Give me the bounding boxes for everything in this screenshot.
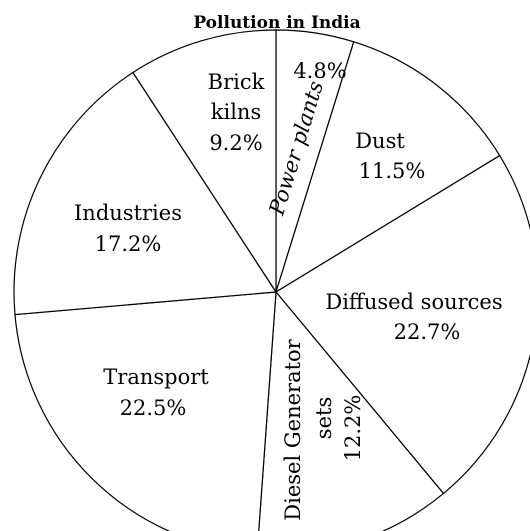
- label-transport: Transport 22.5%: [103, 365, 209, 420]
- slice-label-diffused-sources: Diffused sources: [325, 290, 502, 314]
- slice-value-transport: 22.5%: [120, 396, 187, 420]
- slice-value-dust: 11.5%: [359, 159, 426, 183]
- pie-slice-transport: [14, 291, 277, 531]
- pie-slice-industries: [13, 71, 278, 316]
- slice-value-brick-kilns: 9.2%: [209, 131, 262, 155]
- label-brick-kilns: Brick kilns 9.2%: [208, 70, 265, 155]
- slice-label-transport: Transport: [103, 365, 209, 389]
- pie-slice-brick-kilns: [132, 29, 277, 295]
- pie-slice-diffused-sources: [275, 154, 530, 495]
- slice-value-diesel-generator-sets: 12.2%: [341, 395, 365, 462]
- slice-label-diesel-generator-line1: Diesel Generator: [281, 338, 305, 520]
- slice-label-diesel-generator-line2: sets: [312, 397, 336, 439]
- pie-slice-dust: [274, 41, 501, 294]
- slice-label-brick-kilns-line1: Brick: [208, 70, 265, 94]
- label-diesel-generator-sets: Diesel Generator sets 12.2%: [281, 338, 365, 520]
- pie-slices: [13, 29, 530, 531]
- slice-label-industries: Industries: [74, 201, 182, 225]
- slice-label-dust: Dust: [355, 129, 405, 153]
- pie-slice-diesel-generator-sets: [258, 290, 445, 531]
- slice-value-industries: 17.2%: [95, 232, 162, 256]
- label-industries: Industries 17.2%: [74, 201, 182, 256]
- chart-title: Pollution in India: [193, 13, 360, 33]
- label-dust: Dust 11.5%: [355, 129, 425, 183]
- slice-value-power-plants: 4.8%: [293, 59, 346, 83]
- slice-label-brick-kilns-line2: kilns: [211, 100, 261, 124]
- label-diffused-sources: Diffused sources 22.7%: [325, 290, 502, 344]
- slice-value-diffused-sources: 22.7%: [394, 320, 461, 344]
